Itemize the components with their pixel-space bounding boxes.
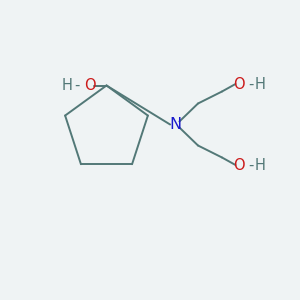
Text: -: - [75,78,80,93]
Text: H: H [255,76,266,92]
Text: -: - [248,76,253,92]
Text: H: H [62,78,73,93]
Text: O: O [84,78,96,93]
Text: O: O [233,76,244,92]
Text: H: H [255,158,266,172]
Text: -: - [248,158,253,172]
Text: O: O [233,158,244,172]
Text: N: N [169,117,181,132]
